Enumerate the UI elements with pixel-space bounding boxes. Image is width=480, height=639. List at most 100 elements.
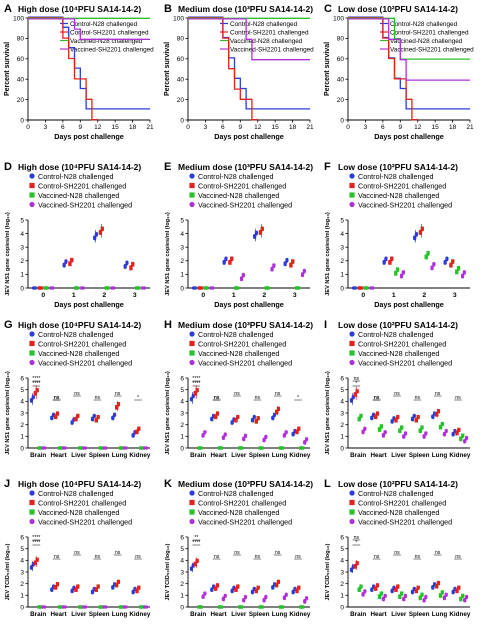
- y-tick-label: 3: [20, 245, 24, 252]
- significance-label: ns: [415, 395, 421, 401]
- y-axis-label: JEV NS1 gene copies/ml (log₁₀): [325, 371, 331, 455]
- legend-marker: [189, 201, 195, 208]
- significance-label: ns: [95, 395, 101, 401]
- x-tick-label: 3: [364, 124, 368, 131]
- data-point: [357, 417, 361, 421]
- data-point: [203, 591, 207, 595]
- data-point: [382, 260, 386, 265]
- data-point: [432, 261, 436, 266]
- data-point: [252, 414, 256, 419]
- x-tick-label: 1: [392, 292, 396, 299]
- data-point: [76, 584, 80, 588]
- data-point: [401, 270, 405, 274]
- data-point: [203, 430, 207, 434]
- legend-label: Vaccined-SH2201 challenged: [38, 518, 132, 527]
- panel-title: Medium dose (10³PFU SA14-14-2): [178, 479, 313, 489]
- data-point: [135, 286, 139, 290]
- x-axis-label: Days post challenge: [374, 132, 444, 141]
- data-point: [278, 446, 283, 450]
- data-point: [100, 446, 104, 450]
- data-point: [258, 230, 263, 235]
- data-point: [238, 605, 242, 609]
- data-point: [41, 605, 45, 609]
- y-tick-label: 0: [180, 117, 184, 124]
- data-point: [379, 591, 383, 595]
- data-point: [192, 286, 196, 290]
- data-point: [459, 597, 463, 601]
- data-point: [410, 590, 415, 594]
- y-tick-label: 4: [20, 558, 24, 565]
- data-point: [374, 586, 378, 591]
- legend-label: Control-SH2201 challenged: [38, 182, 126, 191]
- significance-label: ****: [32, 381, 40, 387]
- panel-letter: D: [4, 161, 12, 173]
- panel-title: High dose (10⁴PFU SA14-14-2): [18, 479, 141, 489]
- data-point: [120, 446, 124, 450]
- x-tick-label: 1: [232, 292, 236, 299]
- data-point: [464, 594, 469, 599]
- y-tick-label: 1: [340, 272, 344, 279]
- y-tick-label: 5: [20, 217, 24, 224]
- data-point: [76, 413, 80, 417]
- significance-label: ns: [54, 554, 60, 560]
- data-point: [29, 398, 34, 402]
- y-tick-label: 4: [340, 399, 344, 406]
- legend-label: Control-N28 challenged: [198, 489, 274, 498]
- data-point: [199, 446, 203, 450]
- data-point: [275, 410, 279, 414]
- y-tick-label: 100: [13, 15, 24, 22]
- data-point: [420, 592, 424, 596]
- data-point: [370, 588, 374, 592]
- data-point: [61, 446, 65, 450]
- panel-A: A High dose (10⁴PFU SA14-14-2) Control-N28…: [4, 3, 154, 141]
- data-point: [93, 236, 97, 240]
- data-point: [349, 398, 354, 402]
- data-point: [399, 274, 404, 278]
- y-tick-label: 5: [180, 546, 184, 553]
- x-axis-label: Days post challenge: [214, 300, 284, 309]
- x-tick-label: 3: [44, 124, 48, 131]
- x-tick-label: Kidney: [449, 611, 470, 618]
- data-point: [394, 418, 398, 422]
- data-point: [276, 579, 281, 583]
- x-tick-label: 21: [146, 124, 154, 131]
- data-point: [253, 234, 257, 239]
- significance-label: ****: [192, 381, 200, 387]
- data-point: [299, 605, 303, 609]
- survival-line: [188, 18, 310, 61]
- legend-label: Control-N28 challenged: [358, 489, 434, 498]
- survival-line: [188, 17, 258, 121]
- data-point: [234, 286, 238, 290]
- data-point: [90, 417, 95, 421]
- data-point: [264, 434, 268, 438]
- x-tick-label: 0: [41, 292, 45, 299]
- x-tick-label: Kidney: [289, 611, 310, 618]
- data-point: [236, 414, 240, 419]
- data-point: [426, 251, 430, 255]
- y-tick-label: 2: [20, 422, 24, 429]
- significance-label: **: [194, 535, 198, 541]
- y-tick-label: 5: [180, 217, 184, 224]
- y-tick-label: 4: [180, 399, 184, 406]
- x-tick-label: Brain: [350, 452, 366, 459]
- x-tick-label: Spleen: [409, 611, 430, 618]
- legend-label: Control-N28 challenged: [38, 330, 114, 339]
- legend-label: Vaccined-SH2201 challenged: [198, 518, 292, 527]
- data-point: [100, 226, 104, 230]
- data-point: [250, 418, 255, 422]
- legend-label: Control-N28 challenged: [390, 21, 458, 28]
- x-axis-label: Days post challenge: [54, 300, 124, 309]
- x-tick-label: Brain: [350, 611, 366, 618]
- data-point: [264, 286, 268, 290]
- data-point: [260, 605, 264, 609]
- data-point: [57, 605, 62, 609]
- data-point: [435, 584, 439, 588]
- legend-marker: [29, 359, 35, 366]
- y-tick-label: 3: [180, 245, 184, 252]
- legend-label: Control-SH2201 challenged: [358, 340, 446, 349]
- legend-label: Vaccined-SH2201 challenged: [358, 359, 452, 368]
- x-tick-label: 18: [129, 124, 137, 131]
- data-point: [361, 430, 365, 434]
- data-point: [45, 286, 49, 290]
- data-point: [140, 286, 145, 290]
